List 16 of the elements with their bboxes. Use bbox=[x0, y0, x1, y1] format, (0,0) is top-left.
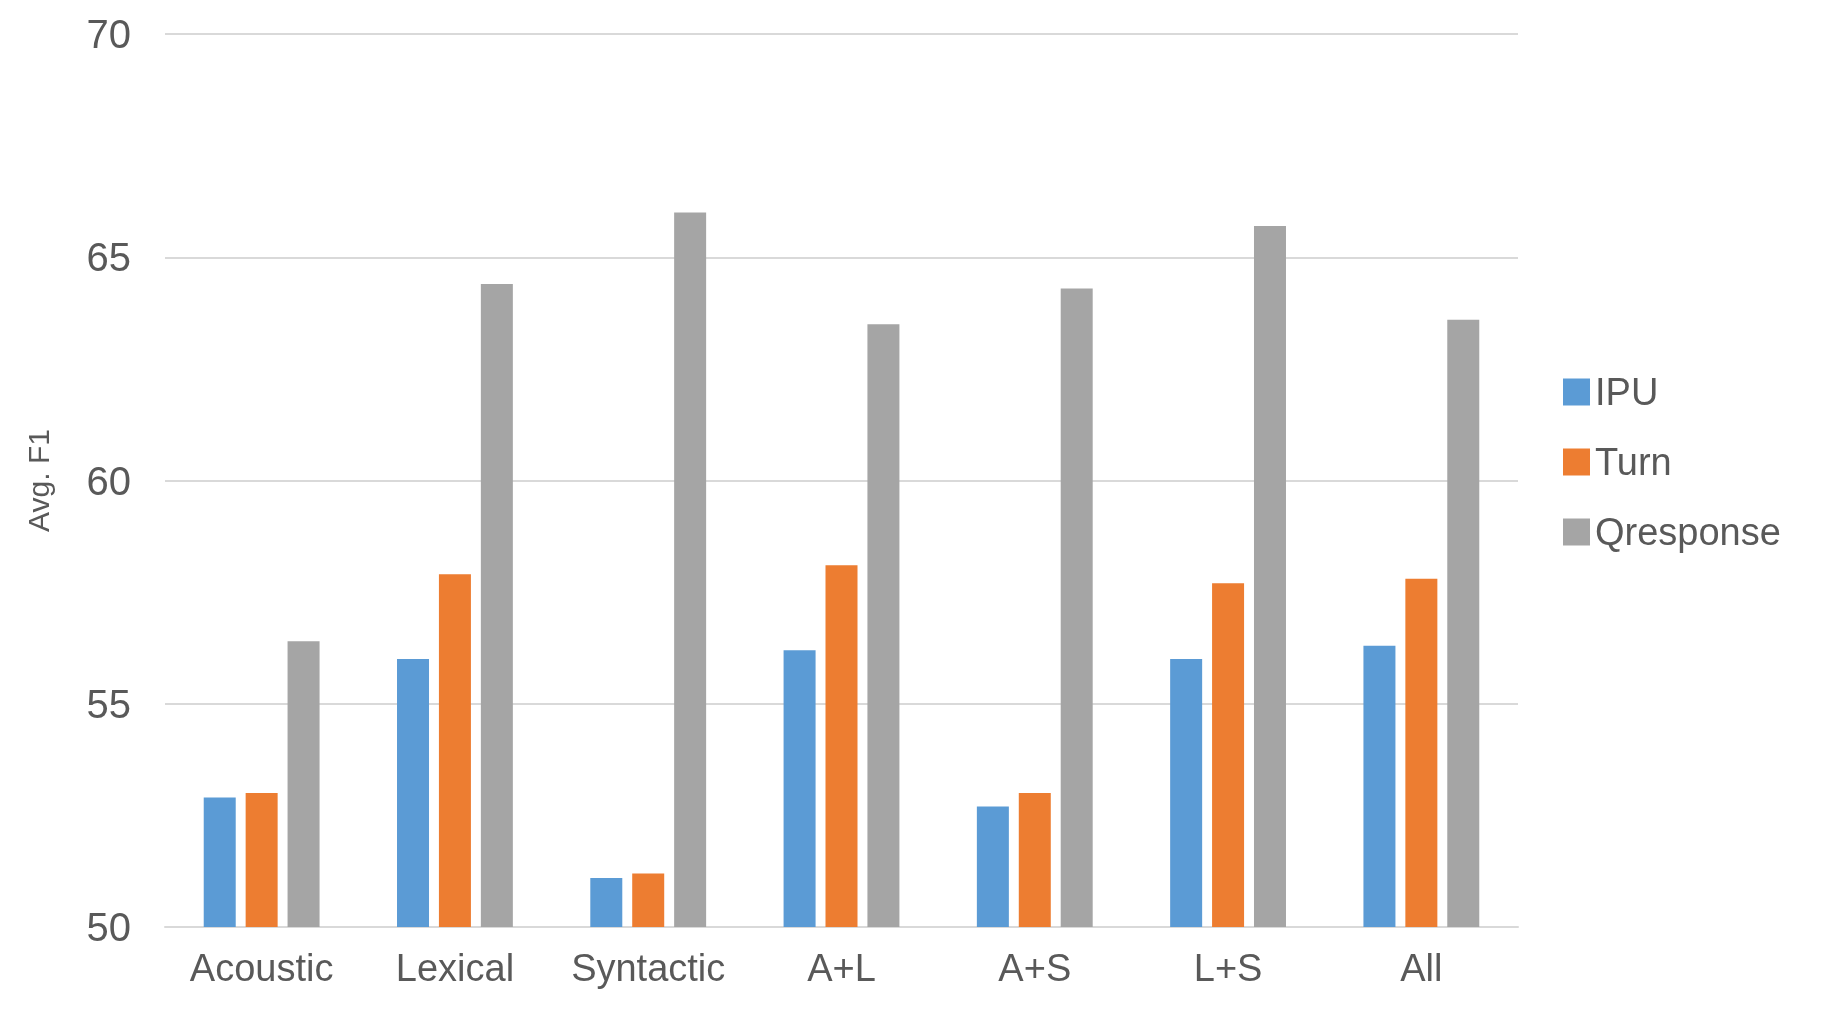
y-tick-label: 70 bbox=[86, 12, 131, 56]
x-tick-label: Acoustic bbox=[189, 947, 334, 989]
y-tick-label: 60 bbox=[86, 458, 131, 503]
y-tick-label: 55 bbox=[86, 681, 131, 726]
x-tick-label: Syntactic bbox=[571, 947, 726, 989]
legend-label: Turn bbox=[1595, 441, 1672, 483]
y-tick-label: 50 bbox=[86, 905, 131, 949]
legend-label: IPU bbox=[1595, 371, 1659, 413]
legend-label: Qresponse bbox=[1595, 511, 1781, 553]
y-tick-label: 65 bbox=[86, 235, 131, 280]
x-tick-label: Lexical bbox=[395, 947, 515, 989]
x-tick-label: L+S bbox=[1193, 947, 1263, 989]
x-tick-label: A+S bbox=[998, 947, 1072, 989]
x-tick-label: A+L bbox=[807, 947, 876, 989]
y-axis-title: Avg. F1 bbox=[21, 429, 55, 532]
x-tick-label: All bbox=[1400, 947, 1443, 989]
